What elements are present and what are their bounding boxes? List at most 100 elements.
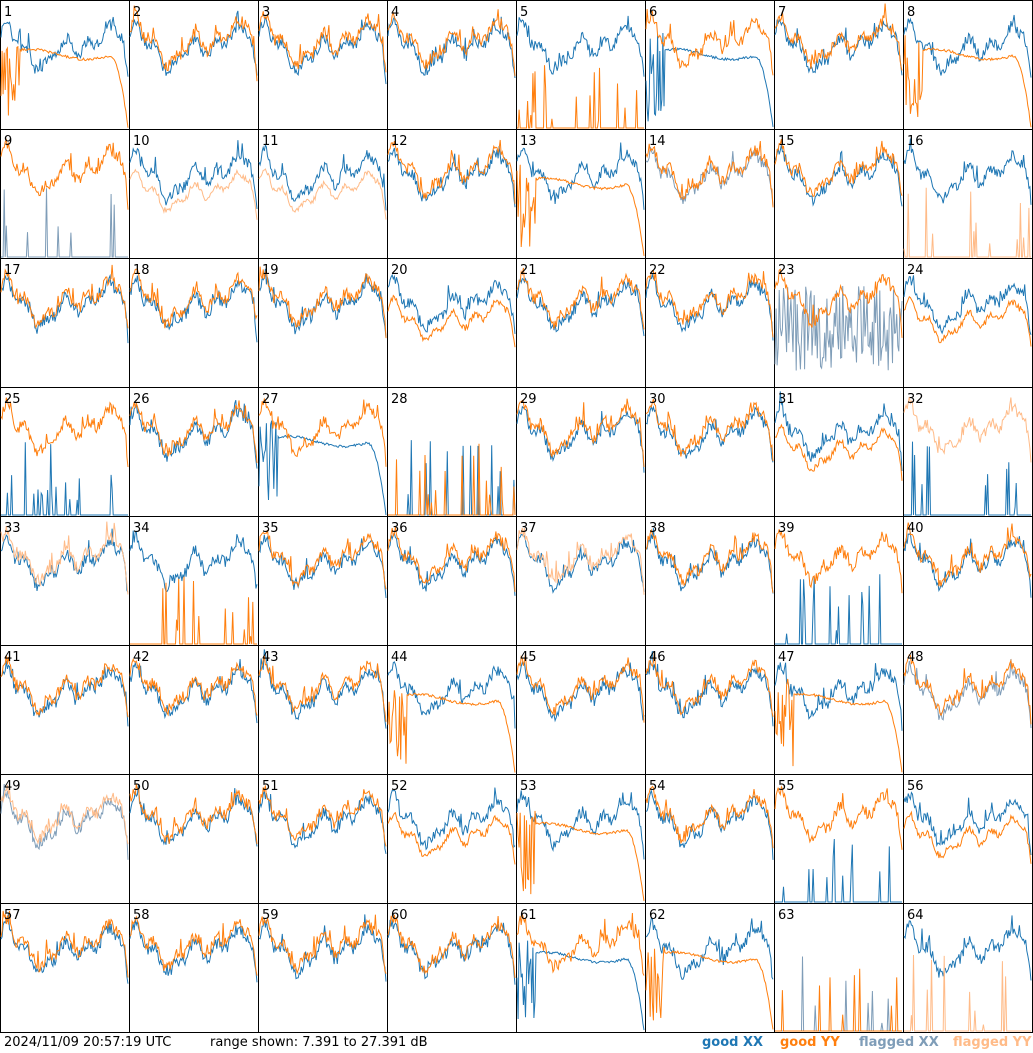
- legend-flagged-xx: flagged XX: [859, 1035, 939, 1050]
- panel-label: 37: [520, 521, 537, 536]
- panel-35: 35: [258, 516, 388, 646]
- panel-50: 50: [129, 774, 259, 904]
- panel-label: 60: [391, 908, 408, 923]
- panel-label: 2: [133, 5, 141, 20]
- series-yy: [903, 296, 1032, 347]
- series-xx: [774, 285, 903, 371]
- panel-label: 9: [4, 134, 12, 149]
- panel-label: 58: [133, 908, 150, 923]
- series-xx: [387, 145, 516, 208]
- panel-29: 29: [516, 387, 646, 517]
- panel-9: 9: [0, 129, 130, 259]
- panel-46: 46: [645, 645, 775, 775]
- series-yy: [258, 529, 387, 590]
- timestamp: 2024/11/09 20:57:19 UTC: [4, 1035, 172, 1050]
- panel-frame: [903, 645, 1033, 775]
- series-xx: [0, 913, 129, 984]
- panel-label: 7: [778, 5, 786, 20]
- series-yy: [903, 187, 1031, 258]
- series-yy: [387, 914, 516, 979]
- panel-frame: [774, 0, 904, 130]
- series-yy: [903, 35, 1032, 128]
- panel-40: 40: [903, 516, 1033, 646]
- panel-label: 16: [907, 134, 924, 149]
- panel-label: 33: [4, 521, 21, 536]
- panel-frame: [0, 645, 130, 775]
- panel-16: 16: [903, 129, 1033, 259]
- panel-12: 12: [387, 129, 517, 259]
- series-xx: [516, 533, 645, 594]
- panel-frame: [903, 387, 1033, 517]
- panel-label: 20: [391, 263, 408, 278]
- panel-label: 13: [520, 134, 537, 149]
- panel-label: 63: [778, 908, 795, 923]
- panel-frame: [645, 903, 775, 1033]
- series-xx: [516, 142, 645, 210]
- panel-label: 42: [133, 650, 150, 665]
- panel-label: 46: [649, 650, 666, 665]
- series-yy: [516, 653, 645, 723]
- panel-label: 18: [133, 263, 150, 278]
- panel-45: 45: [516, 645, 646, 775]
- panel-label: 31: [778, 392, 795, 407]
- series-yy: [903, 810, 1032, 864]
- panel-frame: [258, 516, 388, 646]
- panel-56: 56: [903, 774, 1033, 904]
- panel-label: 24: [907, 263, 924, 278]
- series-yy: [517, 65, 644, 129]
- panel-label: 45: [520, 650, 537, 665]
- panel-15: 15: [774, 129, 904, 259]
- series-yy: [258, 11, 387, 73]
- panel-63: 63: [774, 903, 904, 1033]
- series-xx: [903, 14, 1032, 78]
- panel-10: 10: [129, 129, 259, 259]
- panel-31: 31: [774, 387, 904, 517]
- series-xx: [258, 420, 387, 516]
- panel-frame: [774, 645, 904, 775]
- panel-label: 64: [907, 908, 924, 923]
- series-xx: [387, 661, 516, 729]
- series-yy: [387, 294, 516, 348]
- panel-47: 47: [774, 645, 904, 775]
- panel-61: 61: [516, 903, 646, 1033]
- series-yy: [645, 140, 774, 208]
- panel-28: 28: [387, 387, 517, 517]
- panel-label: 30: [649, 392, 666, 407]
- series-yy: [774, 3, 903, 71]
- series-xx: [645, 917, 774, 980]
- series-yy: [774, 138, 903, 197]
- panel-frame: [0, 258, 130, 388]
- panel-label: 15: [778, 134, 795, 149]
- series-yy: [516, 810, 645, 901]
- series-yy: [903, 654, 1032, 725]
- series-yy: [645, 785, 774, 849]
- panel-label: 36: [391, 521, 408, 536]
- series-yy: [774, 529, 903, 594]
- panel-frame: [516, 387, 646, 517]
- series-xx: [903, 915, 1032, 981]
- panel-label: 57: [4, 908, 21, 923]
- series-yy: [904, 954, 1031, 1032]
- series-yy: [516, 912, 645, 976]
- panel-label: 48: [907, 650, 924, 665]
- panel-frame: [129, 645, 259, 775]
- panel-label: 41: [4, 650, 21, 665]
- series-yy: [774, 423, 903, 481]
- panel-label: 50: [133, 779, 150, 794]
- series-yy: [258, 266, 387, 339]
- series-xx: [0, 16, 129, 77]
- series-xx: [387, 787, 516, 851]
- series-xx: [129, 530, 258, 593]
- panel-4: 4: [387, 0, 517, 130]
- panel-frame: [0, 129, 130, 259]
- series-yy: [903, 522, 1032, 587]
- panel-label: 35: [262, 521, 279, 536]
- panel-label: 11: [262, 134, 279, 149]
- panel-label: 53: [520, 779, 537, 794]
- series-yy: [645, 651, 774, 717]
- panel-52: 52: [387, 774, 517, 904]
- panel-frame: [903, 258, 1033, 388]
- panel-24: 24: [903, 258, 1033, 388]
- panel-32: 32: [903, 387, 1033, 517]
